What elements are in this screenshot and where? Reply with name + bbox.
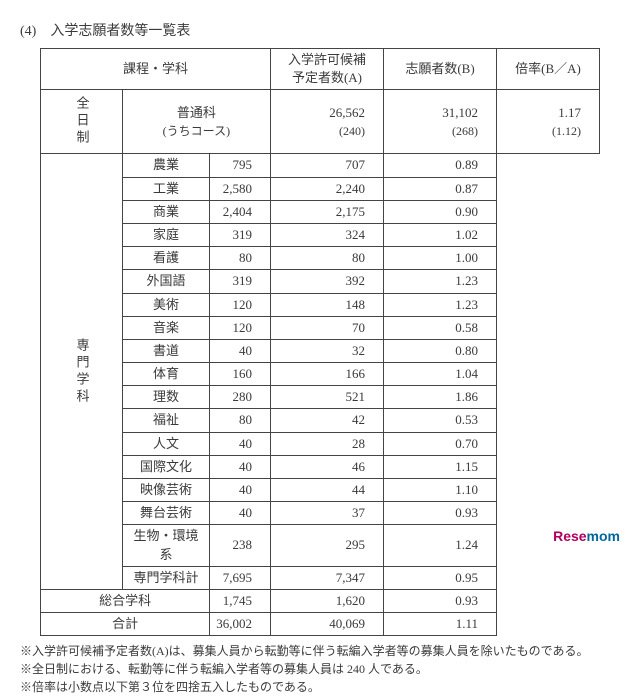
goukei-a: 36,002	[210, 613, 271, 636]
futsuu-b: 31,102(268)	[384, 90, 497, 154]
sougou-r: 0.93	[384, 589, 497, 612]
row-name: 看護	[122, 247, 210, 270]
row-a: 80	[210, 409, 271, 432]
row-name: 国際文化	[122, 455, 210, 478]
futsuu-r: 1.17(1.12)	[497, 90, 600, 154]
row-name: 理数	[122, 386, 210, 409]
row-b: 392	[271, 270, 384, 293]
hdr-ratio: 倍率(B／A)	[497, 49, 600, 90]
applicants-table: 課程・学科 入学許可候補 予定者数(A) 志願者数(B) 倍率(B／A) 全日制…	[40, 48, 600, 636]
sougou-b: 1,620	[271, 589, 384, 612]
row-a: 40	[210, 432, 271, 455]
side-senmon: 専門学科	[41, 154, 123, 590]
row-r: 1.02	[384, 223, 497, 246]
row-r: 0.89	[384, 154, 497, 177]
goukei-r: 1.11	[384, 613, 497, 636]
row-name: 商業	[122, 200, 210, 223]
row-a: 319	[210, 223, 271, 246]
hdr-course: 課程・学科	[41, 49, 271, 90]
row-r: 1.23	[384, 293, 497, 316]
row-name: 人文	[122, 432, 210, 455]
row-a: 2,404	[210, 200, 271, 223]
row-a: 40	[210, 339, 271, 362]
note-1: ※入学許可候補予定者数(A)は、募集人員から転勤等に伴う転編入学者等の募集人員を…	[20, 642, 620, 660]
futsuu-a: 26,562(240)	[271, 90, 384, 154]
futsuu-label: 普通科(うちコース)	[122, 90, 270, 154]
row-b: 70	[271, 316, 384, 339]
row-r: 1.10	[384, 479, 497, 502]
row-b: 295	[271, 525, 384, 566]
row-a: 160	[210, 363, 271, 386]
row-r: 0.93	[384, 502, 497, 525]
senmonkei-label: 専門学科計	[122, 566, 210, 589]
table-title: (4) 入学志願者数等一覧表	[20, 20, 620, 40]
row-r: 0.90	[384, 200, 497, 223]
row-name: 映像芸術	[122, 479, 210, 502]
row-name: 福祉	[122, 409, 210, 432]
row-name: 工業	[122, 177, 210, 200]
row-a: 120	[210, 316, 271, 339]
row-a: 238	[210, 525, 271, 566]
row-b: 148	[271, 293, 384, 316]
row-r: 1.23	[384, 270, 497, 293]
senmonkei-b: 7,347	[271, 566, 384, 589]
footnotes: ※入学許可候補予定者数(A)は、募集人員から転勤等に伴う転編入学者等の募集人員を…	[20, 642, 620, 696]
row-b: 32	[271, 339, 384, 362]
row-a: 2,580	[210, 177, 271, 200]
row-a: 40	[210, 479, 271, 502]
row-b: 166	[271, 363, 384, 386]
row-b: 2,175	[271, 200, 384, 223]
row-b: 46	[271, 455, 384, 478]
sougou-a: 1,745	[210, 589, 271, 612]
row-b: 80	[271, 247, 384, 270]
row-name: 体育	[122, 363, 210, 386]
goukei-label: 合計	[41, 613, 210, 636]
row-b: 707	[271, 154, 384, 177]
row-name: 美術	[122, 293, 210, 316]
row-name: 書道	[122, 339, 210, 362]
row-r: 1.00	[384, 247, 497, 270]
row-name: 家庭	[122, 223, 210, 246]
row-name: 外国語	[122, 270, 210, 293]
row-r: 1.04	[384, 363, 497, 386]
row-name: 音楽	[122, 316, 210, 339]
row-r: 0.58	[384, 316, 497, 339]
row-name: 生物・環境系	[122, 525, 210, 566]
sougou-label: 総合学科	[41, 589, 210, 612]
row-b: 42	[271, 409, 384, 432]
row-r: 1.24	[384, 525, 497, 566]
senmonkei-r: 0.95	[384, 566, 497, 589]
row-a: 319	[210, 270, 271, 293]
row-a: 795	[210, 154, 271, 177]
row-r: 0.70	[384, 432, 497, 455]
hdr-capacity: 入学許可候補 予定者数(A)	[271, 49, 384, 90]
row-a: 80	[210, 247, 271, 270]
row-b: 324	[271, 223, 384, 246]
row-b: 521	[271, 386, 384, 409]
row-r: 0.87	[384, 177, 497, 200]
note-2: ※全日制における、転勤等に伴う転編入学者等の募集人員は 240 人である。	[20, 660, 620, 678]
note-3: ※倍率は小数点以下第３位を四捨五入したものである。	[20, 678, 620, 696]
logo: Resemom	[553, 528, 620, 544]
row-a: 120	[210, 293, 271, 316]
row-r: 1.15	[384, 455, 497, 478]
row-r: 0.53	[384, 409, 497, 432]
row-b: 2,240	[271, 177, 384, 200]
goukei-b: 40,069	[271, 613, 384, 636]
row-b: 28	[271, 432, 384, 455]
row-r: 1.86	[384, 386, 497, 409]
side-zenjitsu: 全日制	[41, 90, 123, 154]
row-b: 44	[271, 479, 384, 502]
row-name: 舞台芸術	[122, 502, 210, 525]
hdr-applicants: 志願者数(B)	[384, 49, 497, 90]
row-r: 0.80	[384, 339, 497, 362]
row-a: 40	[210, 455, 271, 478]
row-b: 37	[271, 502, 384, 525]
senmonkei-a: 7,695	[210, 566, 271, 589]
row-a: 40	[210, 502, 271, 525]
row-name: 農業	[122, 154, 210, 177]
row-a: 280	[210, 386, 271, 409]
